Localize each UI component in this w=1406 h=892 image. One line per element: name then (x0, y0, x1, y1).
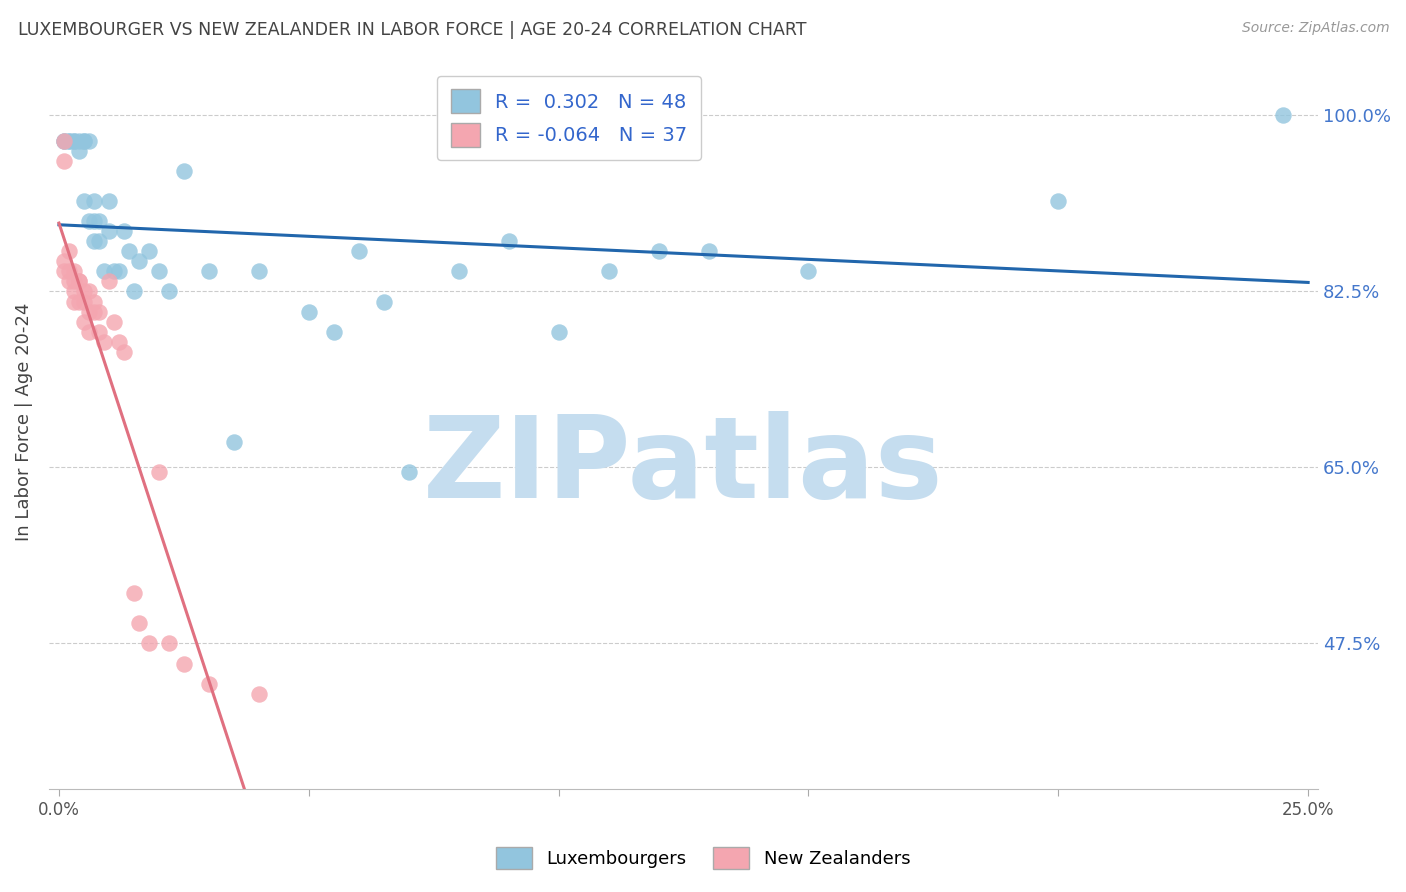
Point (93, 264, 115, 278)
Point (398, 466, 420, 480)
Point (67, 274, 90, 288)
Point (52, 254, 75, 268)
Point (347, 244, 370, 259)
Point (73, 134, 96, 148)
Point (157, 636, 180, 650)
Point (58, 244, 80, 259)
Point (77, 304, 100, 318)
Point (93, 334, 115, 349)
Point (122, 285, 145, 299)
Text: Source: ZipAtlas.com: Source: ZipAtlas.com (1241, 21, 1389, 35)
Point (83, 194, 105, 208)
Point (67, 144, 90, 158)
Point (97, 274, 120, 288)
Point (797, 264, 820, 278)
Point (63, 134, 86, 148)
Point (222, 435, 245, 450)
Point (63, 134, 86, 148)
Point (83, 294, 105, 309)
Point (447, 264, 470, 278)
Point (67, 134, 90, 148)
Point (58, 274, 80, 288)
Point (83, 234, 105, 248)
Point (63, 294, 86, 309)
Text: ZIPatlas: ZIPatlas (423, 410, 943, 522)
Point (97, 224, 120, 238)
Point (52, 153, 75, 168)
Point (58, 134, 80, 148)
Point (52, 134, 75, 148)
Point (67, 294, 90, 309)
Point (148, 466, 170, 480)
Point (298, 304, 321, 318)
Point (73, 194, 96, 208)
Point (108, 264, 131, 278)
Point (1272, 108, 1295, 122)
Point (52, 134, 75, 148)
Point (83, 214, 105, 228)
Point (77, 214, 100, 228)
Point (1047, 194, 1070, 208)
Point (103, 264, 125, 278)
Point (73, 315, 96, 329)
Point (647, 244, 669, 259)
Point (58, 264, 80, 278)
Point (87, 214, 110, 228)
Point (128, 616, 150, 631)
Point (77, 134, 100, 148)
Point (63, 285, 86, 299)
Point (128, 254, 150, 268)
Point (173, 163, 195, 178)
Point (67, 274, 90, 288)
Legend: Luxembourgers, New Zealanders: Luxembourgers, New Zealanders (488, 839, 918, 876)
Point (122, 586, 145, 600)
Point (138, 636, 160, 650)
Point (373, 294, 395, 309)
Point (63, 264, 86, 278)
Y-axis label: In Labor Force | Age 20-24: In Labor Force | Age 20-24 (15, 303, 32, 541)
Point (598, 264, 620, 278)
Point (103, 315, 125, 329)
Point (148, 264, 170, 278)
Point (73, 134, 96, 148)
Point (322, 325, 344, 339)
Text: LUXEMBOURGER VS NEW ZEALANDER IN LABOR FORCE | AGE 20-24 CORRELATION CHART: LUXEMBOURGER VS NEW ZEALANDER IN LABOR F… (18, 21, 807, 38)
Point (247, 687, 270, 701)
Point (138, 244, 160, 259)
Point (157, 285, 180, 299)
Point (52, 264, 75, 278)
Point (87, 325, 110, 339)
Point (247, 264, 270, 278)
Point (112, 344, 135, 359)
Point (77, 285, 100, 299)
Point (73, 294, 96, 309)
Point (73, 285, 96, 299)
Point (97, 194, 120, 208)
Point (108, 334, 131, 349)
Point (63, 274, 86, 288)
Point (87, 234, 110, 248)
Point (498, 234, 520, 248)
Point (198, 264, 221, 278)
Point (87, 304, 110, 318)
Point (173, 657, 195, 671)
Point (198, 676, 221, 690)
Point (112, 224, 135, 238)
Point (697, 244, 720, 259)
Point (58, 134, 80, 148)
Point (52, 134, 75, 148)
Point (547, 325, 569, 339)
Point (83, 304, 105, 318)
Legend: R =  0.302   N = 48, R = -0.064   N = 37: R = 0.302 N = 48, R = -0.064 N = 37 (437, 76, 702, 161)
Point (118, 244, 141, 259)
Point (77, 325, 100, 339)
